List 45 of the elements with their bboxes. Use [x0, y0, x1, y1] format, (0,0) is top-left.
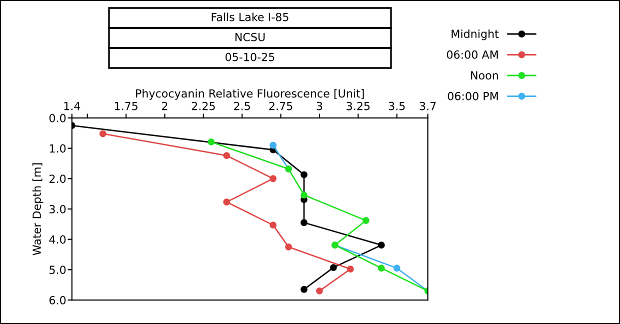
point — [378, 264, 385, 272]
y-tick-label: 2.0 — [50, 174, 66, 184]
point — [300, 192, 308, 198]
point — [223, 152, 230, 160]
legend-label: Noon — [471, 71, 498, 80]
legend-label: 06:00 PM — [448, 92, 498, 100]
text: 05-10-25 — [226, 52, 274, 62]
legend-label: Midnight — [452, 29, 499, 40]
x-tick-label: 2.75 — [269, 102, 292, 110]
y-tick-label: 3.0 — [50, 204, 66, 214]
x-tick-label: 2 — [162, 102, 168, 110]
x-tick-label: 2.25 — [192, 102, 215, 110]
point — [270, 222, 277, 229]
point — [208, 138, 215, 146]
x-axis-title: Phycocyanin Relative Fluorescence [Unit] — [136, 89, 364, 100]
point — [330, 264, 337, 272]
x-tick-label: 1.75 — [114, 102, 138, 110]
point — [300, 219, 308, 226]
chart-subtitle: NCSU — [235, 32, 265, 42]
point — [346, 266, 354, 273]
x-tick-label: 3.7 — [420, 102, 436, 110]
legend-label: 06:00 AM — [446, 50, 498, 59]
x-tick-label: 2.5 — [234, 102, 250, 110]
point — [300, 171, 308, 178]
y-tick-label: 5.0 — [50, 266, 66, 274]
point — [285, 243, 292, 250]
point — [99, 130, 106, 138]
point — [378, 242, 385, 249]
x-tick-label: 1.4 — [64, 102, 80, 110]
y-tick-label: 0.0 — [49, 114, 66, 122]
point — [300, 286, 308, 293]
point — [270, 175, 277, 182]
y-tick-label: 6.0 — [49, 296, 66, 304]
point — [223, 198, 230, 206]
y-axis-title: Water Depth [m] — [32, 163, 44, 256]
point — [270, 142, 277, 149]
x-tick-label: 3.5 — [388, 102, 405, 110]
point — [362, 217, 370, 224]
x-tick-label: 3.25 — [346, 102, 370, 110]
point — [316, 287, 323, 294]
chart-title: Falls Lake I-85 — [212, 12, 288, 22]
y-tick-label: 1.0 — [50, 144, 66, 153]
y-tick-label: 4.0 — [49, 235, 66, 244]
x-tick-label: 3 — [316, 102, 322, 110]
point — [393, 264, 400, 272]
